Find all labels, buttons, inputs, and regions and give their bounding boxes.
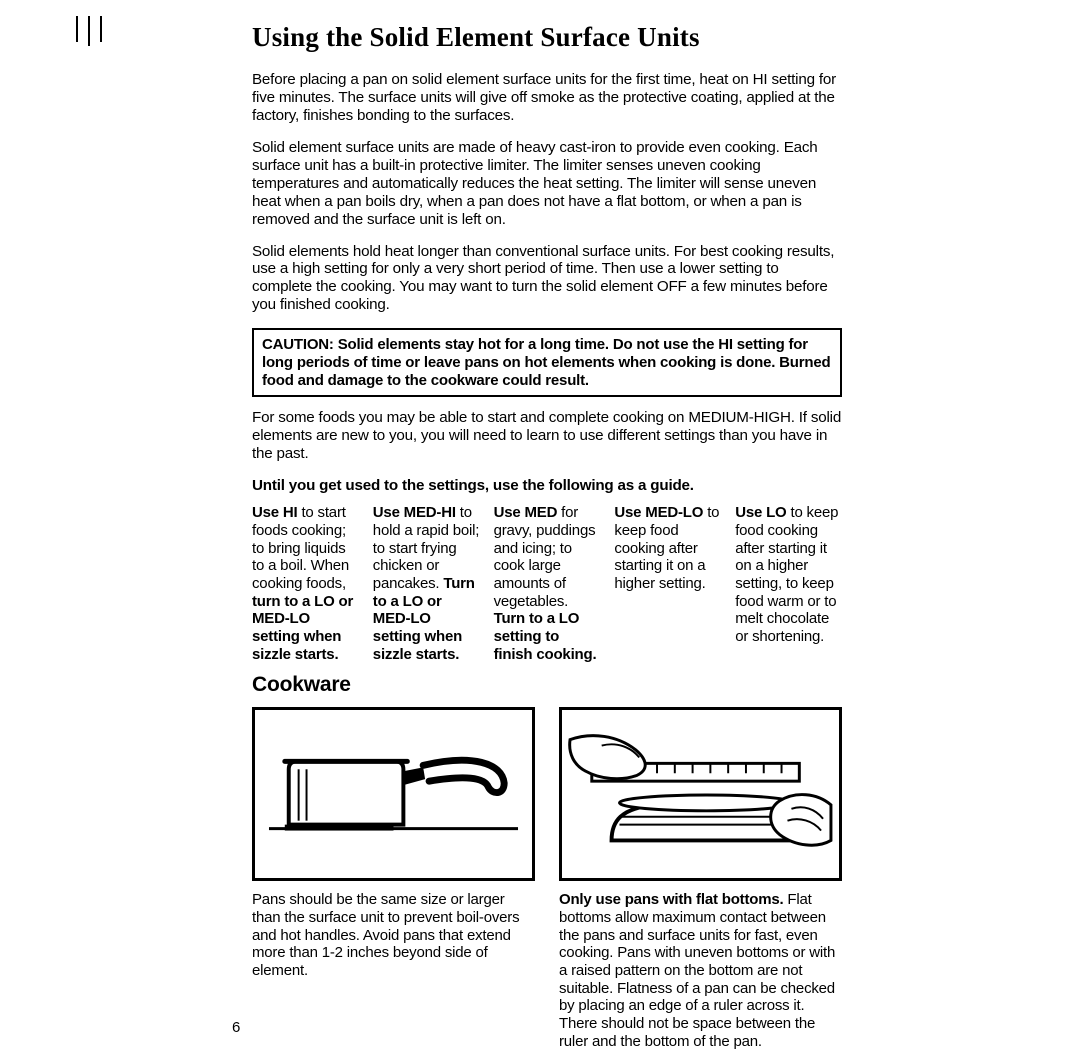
setting-medlo-lead: Use MED-LO <box>614 504 703 521</box>
guide-intro: Until you get used to the settings, use … <box>252 477 842 494</box>
caution-box: CAUTION: Solid elements stay hot for a l… <box>252 328 842 397</box>
setting-med-bold: Turn to a LO setting to finish cooking. <box>494 610 597 662</box>
paragraph-2: Solid element surface units are made of … <box>252 139 842 229</box>
setting-medhi: Use MED-HI to hold a rapid boil; to star… <box>373 504 480 663</box>
binding-marks <box>76 16 102 46</box>
setting-lo-lead: Use LO <box>735 504 786 521</box>
setting-medlo: Use MED-LO to keep food cooking after st… <box>614 504 721 663</box>
setting-med-lead: Use MED <box>494 504 558 521</box>
cookware-left-text: Pans should be the same size or larger t… <box>252 891 535 979</box>
cookware-right-col: Only use pans with flat bottoms. Flat bo… <box>559 707 842 1050</box>
caution-text: CAUTION: Solid elements stay hot for a l… <box>262 336 832 389</box>
setting-med: Use MED for gravy, puddings and icing; t… <box>494 504 601 663</box>
cookware-right-lead: Only use pans with flat bottoms. <box>559 891 783 908</box>
flat-bottom-figure <box>559 707 842 881</box>
setting-medhi-lead: Use MED-HI <box>373 504 456 521</box>
page-number: 6 <box>232 1019 240 1036</box>
setting-hi-lead: Use HI <box>252 504 298 521</box>
page-content: Using the Solid Element Surface Units Be… <box>252 22 842 1051</box>
cookware-left-col: Pans should be the same size or larger t… <box>252 707 535 1050</box>
setting-hi: Use HI to start foods cooking; to bring … <box>252 504 359 663</box>
ruler-pan-icon <box>562 710 839 878</box>
settings-guide: Use HI to start foods cooking; to bring … <box>252 504 842 663</box>
saucepan-icon <box>255 710 532 878</box>
saucepan-figure <box>252 707 535 881</box>
cookware-heading: Cookware <box>252 673 842 697</box>
cookware-right-text: Only use pans with flat bottoms. Flat bo… <box>559 891 842 1050</box>
setting-lo: Use LO to keep food cooking after starti… <box>735 504 842 663</box>
paragraph-1: Before placing a pan on solid element su… <box>252 71 842 125</box>
paragraph-3: Solid elements hold heat longer than con… <box>252 243 842 315</box>
page-title: Using the Solid Element Surface Units <box>252 22 842 53</box>
setting-hi-bold: turn to a LO or MED-LO setting when sizz… <box>252 593 353 663</box>
setting-lo-body: to keep food cooking after starting it o… <box>735 504 838 645</box>
cookware-section: Pans should be the same size or larger t… <box>252 707 842 1050</box>
paragraph-4: For some foods you may be able to start … <box>252 409 842 463</box>
cookware-right-body: Flat bottoms allow maximum contact betwe… <box>559 891 835 1050</box>
